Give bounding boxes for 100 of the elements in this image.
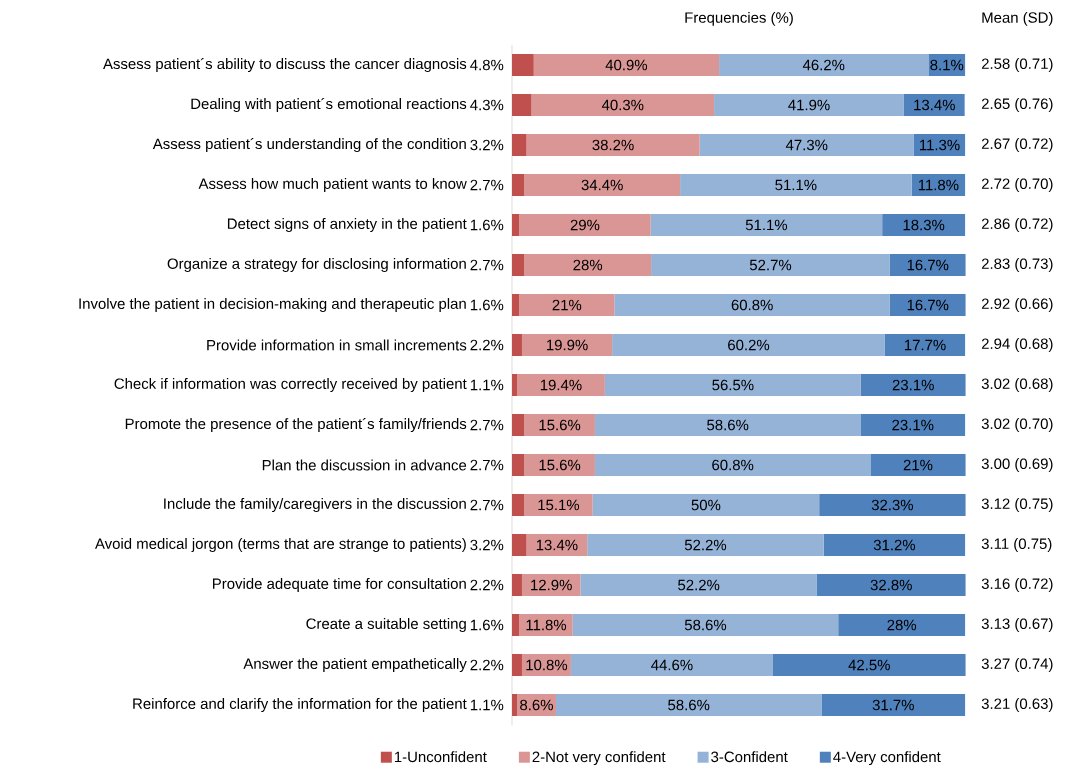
data-label: 52.2%: [678, 579, 720, 591]
y-tick-label: Assess how much patient wants to know: [198, 178, 467, 192]
bar: [519, 614, 573, 636]
bar: [860, 414, 966, 436]
text: 3.27 (0.74): [981, 658, 1053, 672]
bar: [512, 53, 534, 76]
bar: [512, 133, 527, 156]
y-tick-label: Assess patient´s ability to discuss the cancer diagnosis: [103, 57, 467, 73]
data-label: 15.6%: [539, 459, 581, 471]
data-label: 46.2%: [802, 59, 845, 71]
bar: [699, 133, 914, 156]
data-label: 1.6%: [470, 619, 504, 631]
bar: [889, 294, 966, 316]
bar: [516, 374, 605, 396]
bar: [533, 53, 720, 76]
data-label: 15.1%: [538, 499, 580, 511]
bar: [651, 253, 890, 276]
data-label: 28%: [573, 259, 603, 271]
bar: [614, 294, 890, 316]
text: 3.16 (0.72): [981, 578, 1053, 592]
legend-label: 1-Unconfident: [394, 751, 487, 763]
data-label: 28%: [887, 619, 917, 631]
text: Mean (SD): [982, 11, 1053, 26]
y-tick-label: Provide adequate time for consultation: [213, 578, 466, 592]
data-label: 60.2%: [728, 339, 770, 351]
bar: [587, 534, 824, 556]
data-label: 19.9%: [547, 339, 588, 351]
bar: [870, 454, 966, 476]
data-label: 23.1%: [892, 419, 934, 431]
data-label: 31.7%: [872, 699, 914, 711]
data-label: 58.6%: [668, 699, 710, 711]
text: 2.67 (0.72): [981, 138, 1053, 152]
data-label: 18.3%: [903, 219, 945, 231]
data-label: 34.4%: [581, 179, 623, 191]
legend-label: 3-Confident: [711, 751, 788, 763]
bar: [524, 414, 595, 436]
data-label: 19.4%: [540, 379, 582, 391]
y-tick-label: Check if information was correctly received by patient: [114, 378, 467, 392]
bar: [913, 133, 966, 156]
y-tick-label: Organize a strategy for disclosing information: [167, 258, 466, 272]
data-label: 1.6%: [470, 299, 504, 311]
data-label: 11.3%: [920, 139, 960, 151]
bar: [526, 534, 588, 556]
y-tick-label: Reinforce and clarify the information for the patient: [133, 698, 467, 712]
bar: [570, 654, 773, 676]
text: 2.94 (0.68): [981, 338, 1053, 352]
data-label: 58.6%: [707, 419, 749, 431]
data-label: 2.7%: [470, 419, 504, 431]
bar: [512, 534, 527, 556]
data-label: 10.8%: [526, 659, 568, 671]
y-tick-label: Include the family/caregivers in the discussion: [164, 498, 466, 512]
bar: [512, 253, 525, 276]
y-tick-label: Answer the patient empathetically: [243, 658, 467, 672]
bar: [882, 213, 966, 236]
bar: [521, 574, 581, 596]
data-label: 2.7%: [470, 179, 504, 191]
data-label: 15.6%: [539, 419, 581, 431]
data-label: 60.8%: [712, 459, 754, 471]
data-label: 3.2%: [470, 539, 504, 551]
data-label: 42.5%: [848, 659, 890, 671]
y-tick-label: Promote the presence of the patient´s family/friends: [125, 417, 467, 433]
data-label: 40.9%: [605, 59, 648, 71]
bar: [512, 574, 522, 596]
text: 2.72 (0.70): [981, 178, 1053, 192]
data-label: 16.7%: [907, 259, 949, 271]
data-label: 2.2%: [470, 579, 504, 591]
data-label: 4.3%: [470, 99, 504, 111]
bar: [524, 253, 652, 276]
text: 3.11 (0.75): [981, 538, 1052, 552]
data-label: 3.2%: [470, 139, 504, 151]
bar: [555, 694, 822, 716]
data-label: 60.8%: [731, 299, 773, 311]
bar: [512, 213, 520, 236]
legend-label: 2-Not very confident: [532, 751, 666, 766]
text: 2.65 (0.76): [981, 98, 1053, 112]
data-label: 21%: [552, 299, 582, 311]
bar: [524, 454, 595, 476]
bar: [512, 294, 520, 316]
text: 2.92 (0.66): [981, 298, 1053, 312]
bar: [580, 574, 817, 596]
data-label: 1.1%: [470, 699, 504, 711]
bar: [772, 654, 966, 676]
data-label: 11.8%: [918, 179, 959, 191]
bar: [519, 213, 651, 236]
bar: [512, 654, 522, 676]
data-label: 32.3%: [871, 499, 914, 511]
bar: [512, 374, 517, 396]
bar: [719, 53, 929, 76]
text: 3.02 (0.70): [981, 418, 1053, 432]
data-label: 41.9%: [788, 99, 830, 111]
data-label: 12.9%: [531, 579, 572, 591]
bar: [512, 173, 525, 196]
bar: [604, 374, 861, 396]
data-label: 56.5%: [712, 379, 754, 391]
data-label: 2.7%: [470, 499, 504, 511]
data-label: 58.6%: [684, 619, 727, 631]
text: 3.21 (0.63): [981, 698, 1053, 712]
legend-label: 4-Very confident: [833, 751, 941, 766]
data-label: 52.7%: [749, 259, 792, 271]
data-label: 1.1%: [470, 379, 504, 391]
